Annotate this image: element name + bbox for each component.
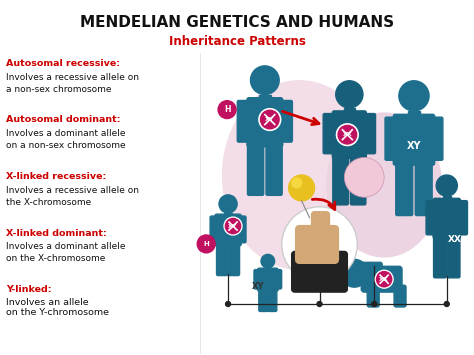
Circle shape <box>282 207 357 282</box>
Text: MENDELIAN GENETICS AND HUMANS: MENDELIAN GENETICS AND HUMANS <box>80 15 394 30</box>
FancyBboxPatch shape <box>431 117 443 160</box>
Text: H: H <box>224 105 230 114</box>
Circle shape <box>226 301 230 306</box>
FancyBboxPatch shape <box>237 100 248 142</box>
FancyBboxPatch shape <box>385 117 397 160</box>
FancyBboxPatch shape <box>259 94 271 100</box>
FancyBboxPatch shape <box>217 242 228 275</box>
FancyBboxPatch shape <box>215 214 241 246</box>
Circle shape <box>292 178 301 188</box>
Ellipse shape <box>223 81 377 269</box>
Circle shape <box>226 218 241 234</box>
Text: XX: XX <box>379 277 389 282</box>
Circle shape <box>218 101 236 119</box>
Text: XY: XY <box>407 141 421 151</box>
FancyBboxPatch shape <box>415 162 432 215</box>
Circle shape <box>340 260 368 287</box>
FancyBboxPatch shape <box>281 100 292 142</box>
FancyBboxPatch shape <box>333 155 348 205</box>
Circle shape <box>375 270 393 288</box>
FancyBboxPatch shape <box>266 143 282 195</box>
FancyBboxPatch shape <box>323 114 334 154</box>
FancyBboxPatch shape <box>268 288 277 311</box>
FancyBboxPatch shape <box>394 285 406 307</box>
Text: Involves an allele
on the Y-chromosome: Involves an allele on the Y-chromosome <box>6 298 109 317</box>
Text: Inheritance Patterns: Inheritance Patterns <box>169 35 305 48</box>
Circle shape <box>261 255 274 268</box>
FancyBboxPatch shape <box>259 288 268 311</box>
Text: Autosomal dominant:: Autosomal dominant: <box>6 115 121 125</box>
Ellipse shape <box>327 113 441 257</box>
Text: XX: XX <box>343 132 352 137</box>
Circle shape <box>399 81 429 111</box>
Text: X-linked recessive:: X-linked recessive: <box>6 172 107 181</box>
FancyBboxPatch shape <box>247 143 264 195</box>
Text: XY: XY <box>228 224 237 229</box>
FancyBboxPatch shape <box>296 226 338 263</box>
FancyBboxPatch shape <box>238 216 246 243</box>
Text: H: H <box>203 241 209 247</box>
FancyBboxPatch shape <box>365 114 375 154</box>
Text: Y-linked:: Y-linked: <box>6 285 55 294</box>
FancyBboxPatch shape <box>396 162 413 215</box>
FancyBboxPatch shape <box>275 269 282 289</box>
FancyBboxPatch shape <box>433 198 460 239</box>
FancyBboxPatch shape <box>265 268 271 270</box>
FancyBboxPatch shape <box>361 266 402 292</box>
FancyBboxPatch shape <box>344 108 355 113</box>
FancyBboxPatch shape <box>254 269 261 289</box>
FancyBboxPatch shape <box>210 216 219 243</box>
Circle shape <box>444 301 449 306</box>
FancyBboxPatch shape <box>332 111 366 158</box>
Circle shape <box>224 217 242 235</box>
FancyBboxPatch shape <box>257 268 278 291</box>
Circle shape <box>259 109 281 130</box>
FancyBboxPatch shape <box>360 262 382 276</box>
Circle shape <box>250 66 279 94</box>
FancyBboxPatch shape <box>311 212 329 240</box>
FancyBboxPatch shape <box>408 111 420 116</box>
FancyBboxPatch shape <box>228 242 239 275</box>
Circle shape <box>336 81 363 108</box>
FancyBboxPatch shape <box>247 98 283 147</box>
Circle shape <box>219 195 237 213</box>
FancyBboxPatch shape <box>458 201 467 235</box>
Circle shape <box>372 301 377 306</box>
Text: Involves a recessive allele on
the X-chromosome: Involves a recessive allele on the X-chr… <box>6 186 139 207</box>
Circle shape <box>436 175 457 196</box>
Text: Involves a dominant allele
on a non-sex chromosome: Involves a dominant allele on a non-sex … <box>6 129 126 150</box>
FancyBboxPatch shape <box>447 235 460 278</box>
Circle shape <box>338 125 356 144</box>
Text: XY: XY <box>265 117 274 122</box>
Text: XY: XY <box>252 282 264 291</box>
FancyBboxPatch shape <box>443 196 451 200</box>
FancyBboxPatch shape <box>292 251 347 292</box>
Circle shape <box>197 235 215 253</box>
Text: Autosomal recessive:: Autosomal recessive: <box>6 59 120 68</box>
Circle shape <box>337 124 358 146</box>
Text: Involves a recessive allele on
a non-sex chromosome: Involves a recessive allele on a non-sex… <box>6 73 139 94</box>
Circle shape <box>317 301 322 306</box>
Circle shape <box>289 175 315 201</box>
Text: Involves a dominant allele
on the X-chromosome: Involves a dominant allele on the X-chro… <box>6 242 126 263</box>
Circle shape <box>261 110 279 129</box>
FancyBboxPatch shape <box>393 114 435 165</box>
Circle shape <box>345 158 384 197</box>
FancyBboxPatch shape <box>367 285 379 307</box>
Text: XX: XX <box>448 235 462 245</box>
FancyBboxPatch shape <box>225 213 232 216</box>
FancyBboxPatch shape <box>434 235 447 278</box>
Circle shape <box>376 272 392 287</box>
Text: X-linked dominant:: X-linked dominant: <box>6 229 107 237</box>
FancyBboxPatch shape <box>350 155 366 205</box>
FancyBboxPatch shape <box>426 201 435 235</box>
